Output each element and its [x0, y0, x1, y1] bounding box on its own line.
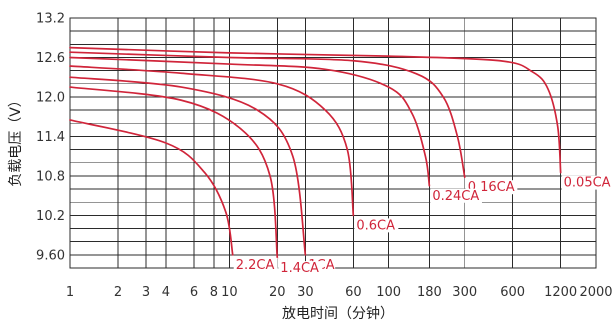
x-tick-label: 2	[114, 285, 122, 300]
y-tick-label: 12.6	[36, 51, 65, 66]
curve-1CA	[69, 76, 307, 256]
x-tick-label: 3	[142, 285, 150, 300]
x-tick-label: 8	[210, 285, 218, 300]
x-tick-label: 4	[162, 285, 170, 300]
curve-1_4CA	[69, 86, 279, 259]
curve-0_05CA	[69, 46, 562, 174]
y-tick-label: 13.2	[36, 12, 65, 27]
curve-label: 0.6CA	[356, 218, 395, 233]
y-tick-label: 10.2	[36, 209, 65, 224]
x-tick-label: 1200	[544, 285, 577, 300]
curve-label-bg	[561, 175, 614, 190]
y-tick-label: 10.8	[36, 169, 65, 184]
x-tick-label: 2000	[579, 285, 612, 300]
curve-label: 2.2CA	[236, 258, 275, 273]
curve-label: 0.05CA	[564, 176, 611, 191]
curve-2_2CA	[69, 119, 234, 256]
x-tick-label: 180	[417, 285, 442, 300]
tick-labels: 13.2 12.6 12.0 11.4 10.8 10.2 9.60 1 2 3 4 6 8 10 20 30…	[36, 12, 613, 301]
curve-0_6CA	[69, 65, 355, 217]
x-tick-label: 60	[345, 285, 362, 300]
curve-label-bg	[233, 257, 278, 272]
x-tick-label: 20	[269, 285, 286, 300]
x-axis-title: 放电时间（分钟）	[282, 305, 394, 322]
y-tick-label: 9.60	[36, 248, 65, 263]
curve-label-bg	[354, 218, 399, 233]
y-axis-title: 负载电压（V）	[8, 93, 24, 187]
x-tick-label: 300	[452, 285, 477, 300]
curve-label: 0.24CA	[432, 189, 479, 204]
x-tick-label: 30	[297, 285, 314, 300]
y-tick-label: 11.4	[36, 130, 65, 145]
curve-label-bg	[278, 261, 323, 276]
x-tick-label: 1	[66, 285, 74, 300]
x-tick-label: 6	[190, 285, 198, 300]
y-tick-label: 12.0	[36, 90, 65, 105]
curve-0_24CA	[69, 56, 431, 187]
x-tick-label: 600	[500, 285, 525, 300]
x-tick-label: 100	[376, 285, 401, 300]
curve-0_16CA	[69, 51, 466, 179]
curves	[69, 46, 562, 259]
x-tick-label: 10	[221, 285, 238, 300]
curve-label-bg	[430, 188, 482, 203]
curve-label: 1.4CA	[280, 261, 319, 276]
